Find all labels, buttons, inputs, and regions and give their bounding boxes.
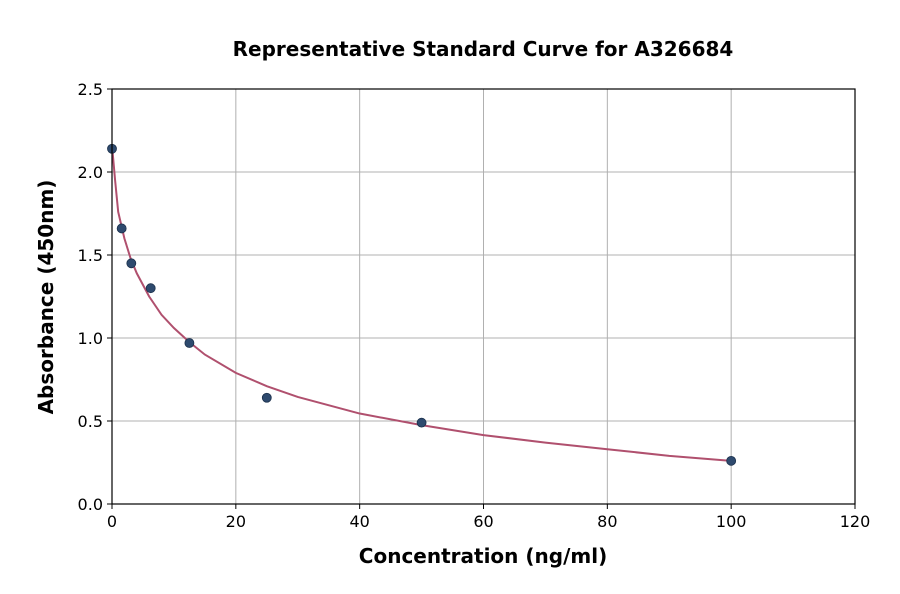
y-tick-label: 2.0	[78, 163, 103, 182]
y-axis-label: Absorbance (450nm)	[34, 180, 58, 415]
grid-lines	[111, 88, 856, 505]
y-tick-label: 1.0	[78, 329, 103, 348]
x-tick-label: 60	[473, 512, 493, 531]
data-point	[126, 258, 137, 269]
data-point	[116, 223, 127, 234]
fit-curve	[111, 148, 732, 462]
x-tick-label: 80	[597, 512, 617, 531]
y-tick-label: 0.0	[78, 495, 103, 514]
data-points-layer	[107, 143, 737, 466]
x-tick-label: 40	[349, 512, 369, 531]
axis-ticks: 0 20 40 60 80 100 120 0.0 0.5 1.0 1.5 2.0 2.5	[78, 80, 871, 531]
x-tick-label: 100	[716, 512, 747, 531]
data-point	[261, 392, 272, 403]
data-point	[145, 283, 156, 294]
y-tick-label: 2.5	[78, 80, 103, 99]
data-point	[416, 417, 427, 428]
fit-curve-layer	[111, 148, 732, 462]
data-point	[726, 455, 737, 466]
x-axis-label: Concentration (ng/ml)	[359, 544, 607, 568]
x-tick-label: 120	[840, 512, 871, 531]
x-tick-label: 20	[226, 512, 246, 531]
y-tick-label: 1.5	[78, 246, 103, 265]
y-tick-label: 0.5	[78, 412, 103, 431]
chart-title: Representative Standard Curve for A32668…	[233, 37, 734, 61]
x-tick-label: 0	[107, 512, 117, 531]
data-point	[184, 338, 195, 348]
